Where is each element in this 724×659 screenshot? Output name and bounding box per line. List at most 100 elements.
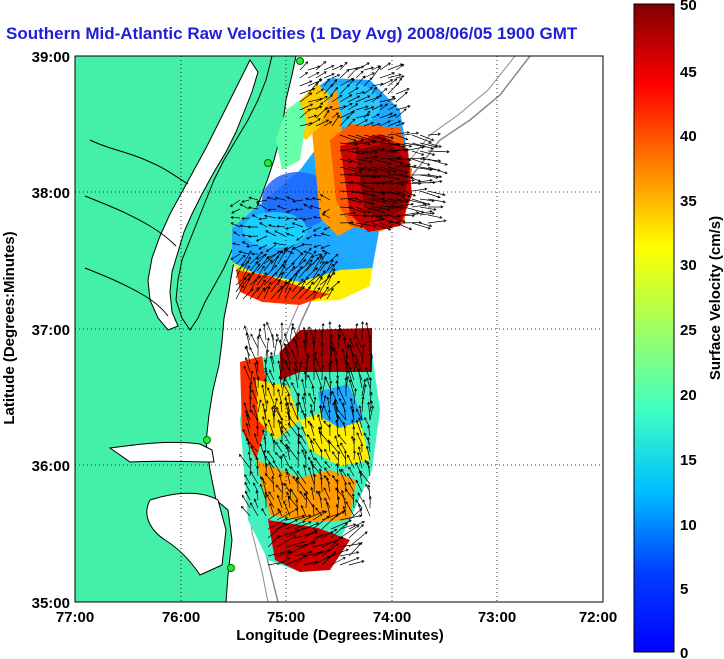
velocity-arrow [285, 540, 306, 548]
velocity-arrow [347, 150, 365, 156]
velocity-arrow [347, 134, 365, 141]
velocity-arrow [293, 367, 299, 389]
velocity-arrow [355, 419, 363, 437]
velocity-arrow [265, 244, 277, 252]
velocity-arrow [387, 142, 406, 149]
velocity-arrow [235, 260, 250, 272]
velocity-arrow [362, 499, 371, 517]
velocity-arrow [347, 110, 355, 119]
velocity-arrow [315, 107, 328, 119]
velocity-arrow [361, 395, 365, 413]
velocity-arrow [247, 451, 251, 461]
velocity-arrow [303, 412, 307, 429]
velocity-arrow [369, 355, 374, 373]
velocity-arrow [309, 403, 315, 421]
velocity-arrow [307, 72, 320, 79]
velocity-arrow [342, 337, 347, 349]
velocity-arrow [263, 250, 281, 265]
velocity-arrow [411, 198, 431, 206]
velocity-arrow [288, 415, 299, 429]
velocity-arrow [269, 502, 275, 517]
velocity-arrow [247, 441, 251, 453]
velocity-arrow [309, 449, 315, 461]
velocity-arrow [395, 158, 412, 162]
velocity-arrow [395, 105, 411, 111]
velocity-arrow [299, 434, 307, 445]
radar-site-marker [296, 57, 304, 65]
velocity-arrow [277, 388, 283, 405]
velocity-arrow [330, 548, 349, 557]
colorbar-tick-label: 25 [680, 322, 697, 339]
velocity-arrow [265, 337, 270, 357]
velocity-arrow [317, 413, 323, 429]
velocity-arrow [256, 335, 260, 357]
velocity-arrow [331, 114, 340, 127]
velocity-arrow [242, 271, 255, 286]
velocity-arrow [247, 234, 259, 238]
velocity-arrow [358, 417, 363, 429]
velocity-arrow [279, 400, 283, 413]
colorbar-tick-label: 10 [680, 517, 697, 534]
bay-tributary-north [89, 139, 189, 185]
velocity-arrow [293, 361, 299, 373]
velocity-arrow [371, 147, 386, 152]
velocity-arrow [347, 103, 359, 111]
albemarle-sound [108, 441, 215, 463]
velocity-arrow [369, 352, 373, 365]
velocity-arrow [427, 190, 446, 197]
x-tick-label: 77:00 [56, 609, 94, 626]
velocity-arrow [273, 338, 279, 357]
velocity-arrow [349, 397, 355, 413]
velocity-arrow [244, 356, 251, 373]
velocity-arrow [395, 222, 413, 230]
velocity-arrow [355, 75, 366, 87]
plot-frame [74, 55, 604, 603]
velocity-arrow [323, 94, 334, 103]
velocity-arrow [274, 451, 283, 461]
velocity-arrow [371, 206, 391, 211]
velocity-arrow [331, 390, 339, 405]
velocity-arrow [323, 226, 331, 231]
velocity-arrow [339, 69, 350, 79]
velocity-arrow [355, 206, 371, 214]
velocity-arrow [339, 158, 353, 164]
velocity-arrow [320, 364, 324, 381]
velocity-arrow [341, 489, 347, 509]
velocity-arrow [267, 517, 289, 530]
velocity-arrow [298, 247, 312, 265]
velocity-arrow [303, 560, 319, 566]
velocity-arrow [339, 172, 359, 176]
velocity-arrow [266, 196, 277, 201]
velocity-arrow [369, 400, 373, 413]
velocity-arrow [299, 61, 309, 71]
velocity-arrow [368, 339, 372, 357]
velocity-arrow [331, 451, 339, 461]
velocity-arrow [323, 109, 330, 119]
velocity-arrow [371, 158, 392, 165]
velocity-arrow [270, 285, 283, 300]
velocity-arrow [264, 491, 268, 509]
velocity-arrow [304, 450, 308, 469]
colorbar-tick-label: 30 [680, 257, 697, 274]
velocity-arrow [334, 435, 339, 445]
velocity-arrow [315, 102, 324, 111]
radar-site-marker [203, 436, 211, 444]
velocity-arrow [403, 211, 420, 216]
velocity-arrow [249, 278, 257, 293]
velocity-arrow [348, 520, 365, 530]
velocity-arrow [366, 377, 371, 389]
velocity-arrow [267, 387, 275, 405]
velocity-arrow [363, 121, 374, 127]
velocity-arrow [247, 206, 259, 210]
velocity-arrow [419, 206, 437, 211]
velocity-arrow [357, 492, 363, 501]
y-tick-label: 38:00 [32, 185, 70, 202]
velocity-arrow [240, 505, 251, 517]
velocity-arrow [299, 71, 309, 79]
velocity-arrow [387, 173, 404, 177]
velocity-arrow [339, 523, 357, 530]
velocity-arrow [255, 456, 259, 469]
velocity-arrow [312, 255, 323, 272]
velocity-arrow [256, 279, 266, 293]
velocity-arrow [395, 179, 415, 184]
